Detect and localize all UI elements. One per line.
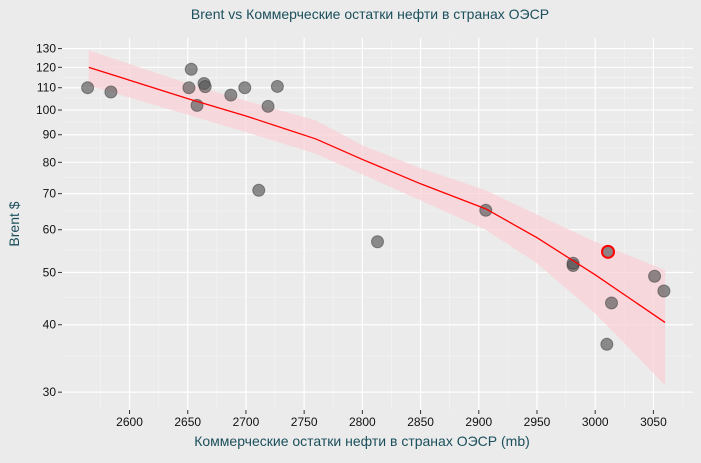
y-tick-label: 30 [43, 385, 57, 399]
data-point [600, 337, 614, 351]
y-tick-label: 90 [43, 128, 57, 142]
y-axis-label: Brent $ [6, 201, 22, 246]
x-tick-label: 2600 [116, 415, 143, 429]
x-tick-label: 3050 [640, 415, 667, 429]
x-tick-label: 2650 [174, 415, 201, 429]
chart-title: Brent vs Коммерческие остатки нефти в ст… [191, 6, 549, 22]
data-point [238, 81, 252, 95]
data-point [261, 99, 275, 113]
data-point [81, 81, 95, 95]
data-point [252, 183, 266, 197]
data-point [371, 235, 384, 249]
data-point [184, 62, 198, 76]
data-point [648, 269, 662, 283]
y-tick-label: 80 [43, 155, 57, 169]
x-tick-label: 2800 [349, 415, 376, 429]
trend-line [88, 66, 666, 323]
data-point [270, 79, 284, 93]
x-axis-label: Коммерческие остатки нефти в странах ОЭС… [194, 433, 530, 449]
x-tick-label: 2700 [233, 415, 260, 429]
data-point [479, 203, 493, 217]
highlighted-point [601, 244, 616, 259]
data-point [224, 88, 238, 102]
x-tick-label: 2900 [465, 415, 492, 429]
data-point [657, 284, 671, 298]
confidence-band [88, 50, 666, 386]
y-tick-label: 70 [43, 187, 57, 201]
y-tick-label: 100 [36, 103, 56, 117]
y-tick-label: 110 [37, 81, 56, 95]
y-tick-label: 120 [36, 60, 56, 74]
x-tick-label: 2750 [291, 415, 318, 429]
y-tick-label: 60 [43, 223, 57, 237]
data-point [182, 81, 196, 95]
y-tick-label: 40 [43, 318, 57, 332]
data-point [104, 85, 118, 99]
y-tick-label: 130 [36, 42, 56, 56]
x-tick-label: 2950 [524, 415, 551, 429]
x-tick-label: 2850 [407, 415, 434, 429]
data-point [566, 256, 580, 270]
y-tick-label: 50 [43, 265, 57, 279]
data-point [198, 80, 212, 94]
data-point [605, 296, 619, 310]
x-tick-label: 3000 [582, 415, 609, 429]
